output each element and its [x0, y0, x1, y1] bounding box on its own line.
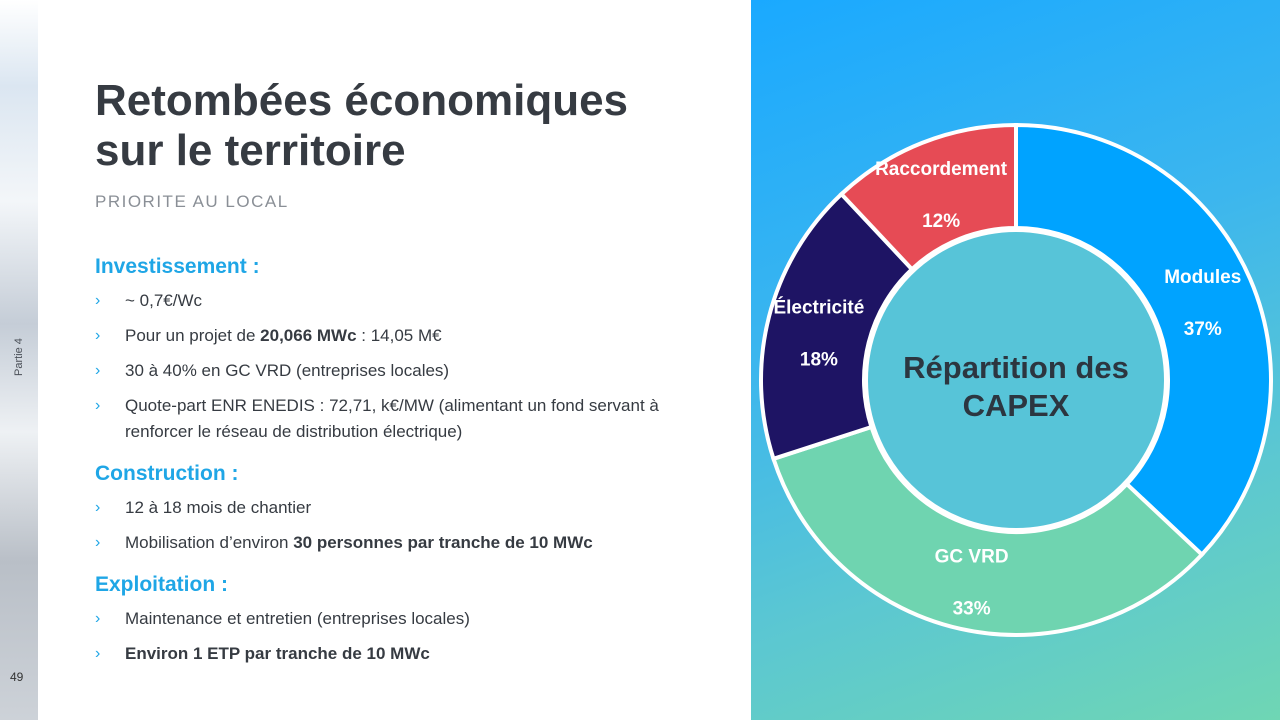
- chevron-right-icon: ›: [95, 362, 101, 379]
- bullet-text: 30 à 40% en GC VRD (entreprises locales): [125, 361, 450, 380]
- bullet-text: 12 à 18 mois de chantier: [125, 498, 312, 517]
- slice-label: Électricité: [773, 296, 864, 318]
- side-strip: [0, 0, 38, 720]
- page-number: 49: [10, 670, 24, 684]
- section-heading: Exploitation :: [95, 573, 228, 596]
- chevron-right-icon: ›: [95, 645, 101, 662]
- slice-value-label: 18%: [800, 349, 838, 370]
- bullet-text: 30 personnes par tranche de 10 MWc: [293, 533, 593, 552]
- bullet-text: 20,066 MWc: [260, 326, 357, 345]
- bullet-text: Pour un projet de: [125, 326, 261, 345]
- slice-label: Raccordement: [875, 159, 1008, 180]
- chevron-right-icon: ›: [95, 397, 101, 414]
- bullet-item: › Mobilisation d’environ 30 personnes par…: [95, 530, 725, 556]
- slice-value-label: 33%: [953, 599, 991, 620]
- section-exploitation: Exploitation : › Maintenance et entretien…: [95, 570, 725, 667]
- chevron-right-icon: ›: [95, 610, 101, 627]
- bullet-text: Maintenance et entretien (entreprises lo…: [125, 609, 470, 628]
- bullet-text: : 14,05 M€: [356, 326, 442, 345]
- bullet-text: Mobilisation d’environ: [125, 533, 294, 552]
- bullet-list: › ~ 0,7€/Wc › Pour un projet de 20,066 MWc …: [95, 288, 725, 445]
- chevron-right-icon: ›: [95, 534, 101, 551]
- section-heading: Construction :: [95, 462, 239, 485]
- bullet-list: › 12 à 18 mois de chantier › Mobilisation d…: [95, 495, 725, 556]
- bullet-text: Environ 1 ETP par tranche de 10 MWc: [125, 644, 430, 663]
- donut-center: [864, 228, 1168, 532]
- bullet-text: Quote-part ENR ENEDIS : 72,71, k€/MW (al…: [125, 396, 659, 441]
- bullet-list: › Maintenance et entretien (entreprises l…: [95, 606, 725, 667]
- slice-value-label: 12%: [922, 211, 960, 232]
- bullet-item: › 30 à 40% en GC VRD (entreprises locales…: [95, 358, 725, 384]
- slice-value-label: 37%: [1184, 319, 1222, 340]
- chevron-right-icon: ›: [95, 499, 101, 516]
- bullet-item: › 12 à 18 mois de chantier: [95, 495, 725, 521]
- bullet-item: › ~ 0,7€/Wc: [95, 288, 725, 314]
- slice-label: Modules: [1164, 267, 1241, 288]
- section-heading: Investissement :: [95, 255, 260, 278]
- capex-donut-chart: Modules 37% GC VRD 33% Électricité 18% Raccord…: [759, 122, 1273, 637]
- chart-title-line: CAPEX: [963, 388, 1070, 423]
- slide-title: Retombées économiques sur le territoire: [95, 76, 629, 175]
- bullet-item: › Quote-part ENR ENEDIS : 72,71, k€/MW (a…: [95, 393, 725, 445]
- bullet-item: › Maintenance et entretien (entreprises l…: [95, 606, 725, 632]
- chevron-right-icon: ›: [95, 327, 101, 344]
- section-label: Partie 4: [13, 338, 25, 376]
- chart-panel: Modules 37% GC VRD 33% Électricité 18% Raccord…: [751, 0, 1280, 720]
- bullet-text: ~ 0,7€/Wc: [125, 291, 203, 310]
- bullet-item: › Environ 1 ETP par tranche de 10 MWc: [95, 641, 725, 667]
- slice-label: GC VRD: [935, 547, 1009, 568]
- chart-title-line: Répartition des: [903, 350, 1129, 385]
- bullet-item: › Pour un projet de 20,066 MWc : 14,05 M€: [95, 323, 725, 349]
- section-construction: Construction : › 12 à 18 mois de chantier…: [95, 459, 725, 556]
- content-area: Investissement : › ~ 0,7€/Wc › Pour un proj…: [95, 252, 725, 681]
- chevron-right-icon: ›: [95, 292, 101, 309]
- section-investissement: Investissement : › ~ 0,7€/Wc › Pour un proj…: [95, 252, 725, 445]
- slide-subtitle: PRIORITE AU LOCAL: [95, 192, 289, 211]
